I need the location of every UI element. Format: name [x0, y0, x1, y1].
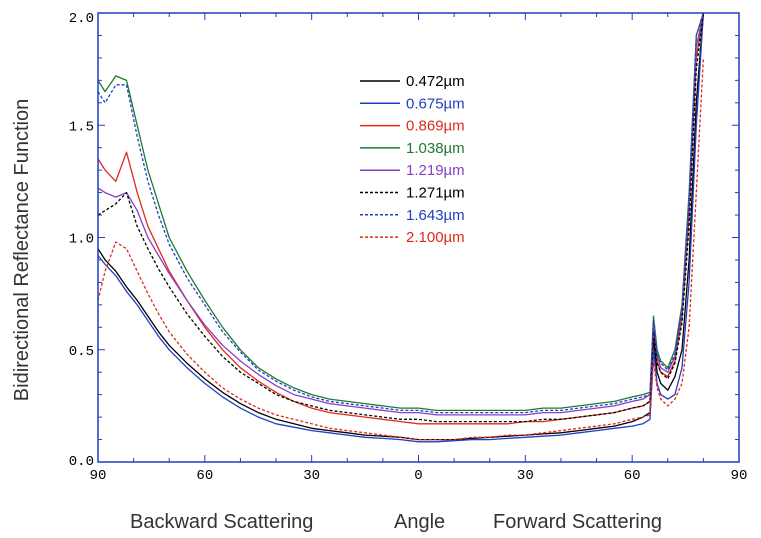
- x-tick-label: 60: [624, 468, 641, 484]
- legend-label: 1.271µm: [406, 185, 465, 202]
- legend-label: 0.869µm: [406, 118, 465, 135]
- y-tick-label: 1.0: [69, 232, 94, 248]
- series-lines: [98, 13, 705, 443]
- legend-label: 1.038µm: [406, 140, 465, 157]
- x-axis-title-backward: Backward Scattering: [130, 511, 313, 533]
- plot-frame: [97, 12, 740, 463]
- x-axis-title-angle: Angle: [394, 511, 445, 533]
- x-tick-label: 30: [517, 468, 534, 484]
- x-tick-label: 90: [731, 468, 748, 484]
- y-axis-title: Bidirectional Reflectance Function: [11, 99, 33, 401]
- y-tick-label: 2.0: [69, 11, 94, 27]
- x-tick-label: 60: [196, 468, 213, 484]
- x-tick-label: 0: [414, 468, 422, 484]
- y-tick-label: 0.5: [69, 344, 94, 360]
- series-line-6: [98, 13, 705, 423]
- plot-area: [98, 13, 739, 462]
- legend-label: 2.100µm: [406, 229, 465, 246]
- legend: 0.472µm 0.675µm 0.869µm 1.038µm 1.219µm 1.271…: [360, 73, 465, 246]
- y-tick-label: 1.5: [69, 119, 94, 135]
- y-tick-label: 0.0: [69, 454, 94, 470]
- x-tick-label: 90: [90, 468, 107, 484]
- x-tick-label: 30: [303, 468, 320, 484]
- legend-label: 1.219µm: [406, 162, 465, 179]
- plot-background: [98, 13, 739, 462]
- plot-border: [97, 12, 740, 463]
- series-line-2: [98, 13, 705, 443]
- legend-label: 0.675µm: [406, 95, 465, 112]
- series-line-7: [98, 13, 705, 414]
- y-tick-labels: 0.0 0.5 1.0 1.5 2.0: [69, 11, 94, 470]
- series-line-8: [98, 57, 705, 441]
- legend-label: 1.643µm: [406, 207, 465, 224]
- legend-label: 0.472µm: [406, 73, 465, 90]
- x-axis-title-forward: Forward Scattering: [493, 511, 662, 533]
- series-line-5: [98, 13, 705, 416]
- x-tick-labels: 90 60 30 0 30 60 90: [90, 468, 748, 484]
